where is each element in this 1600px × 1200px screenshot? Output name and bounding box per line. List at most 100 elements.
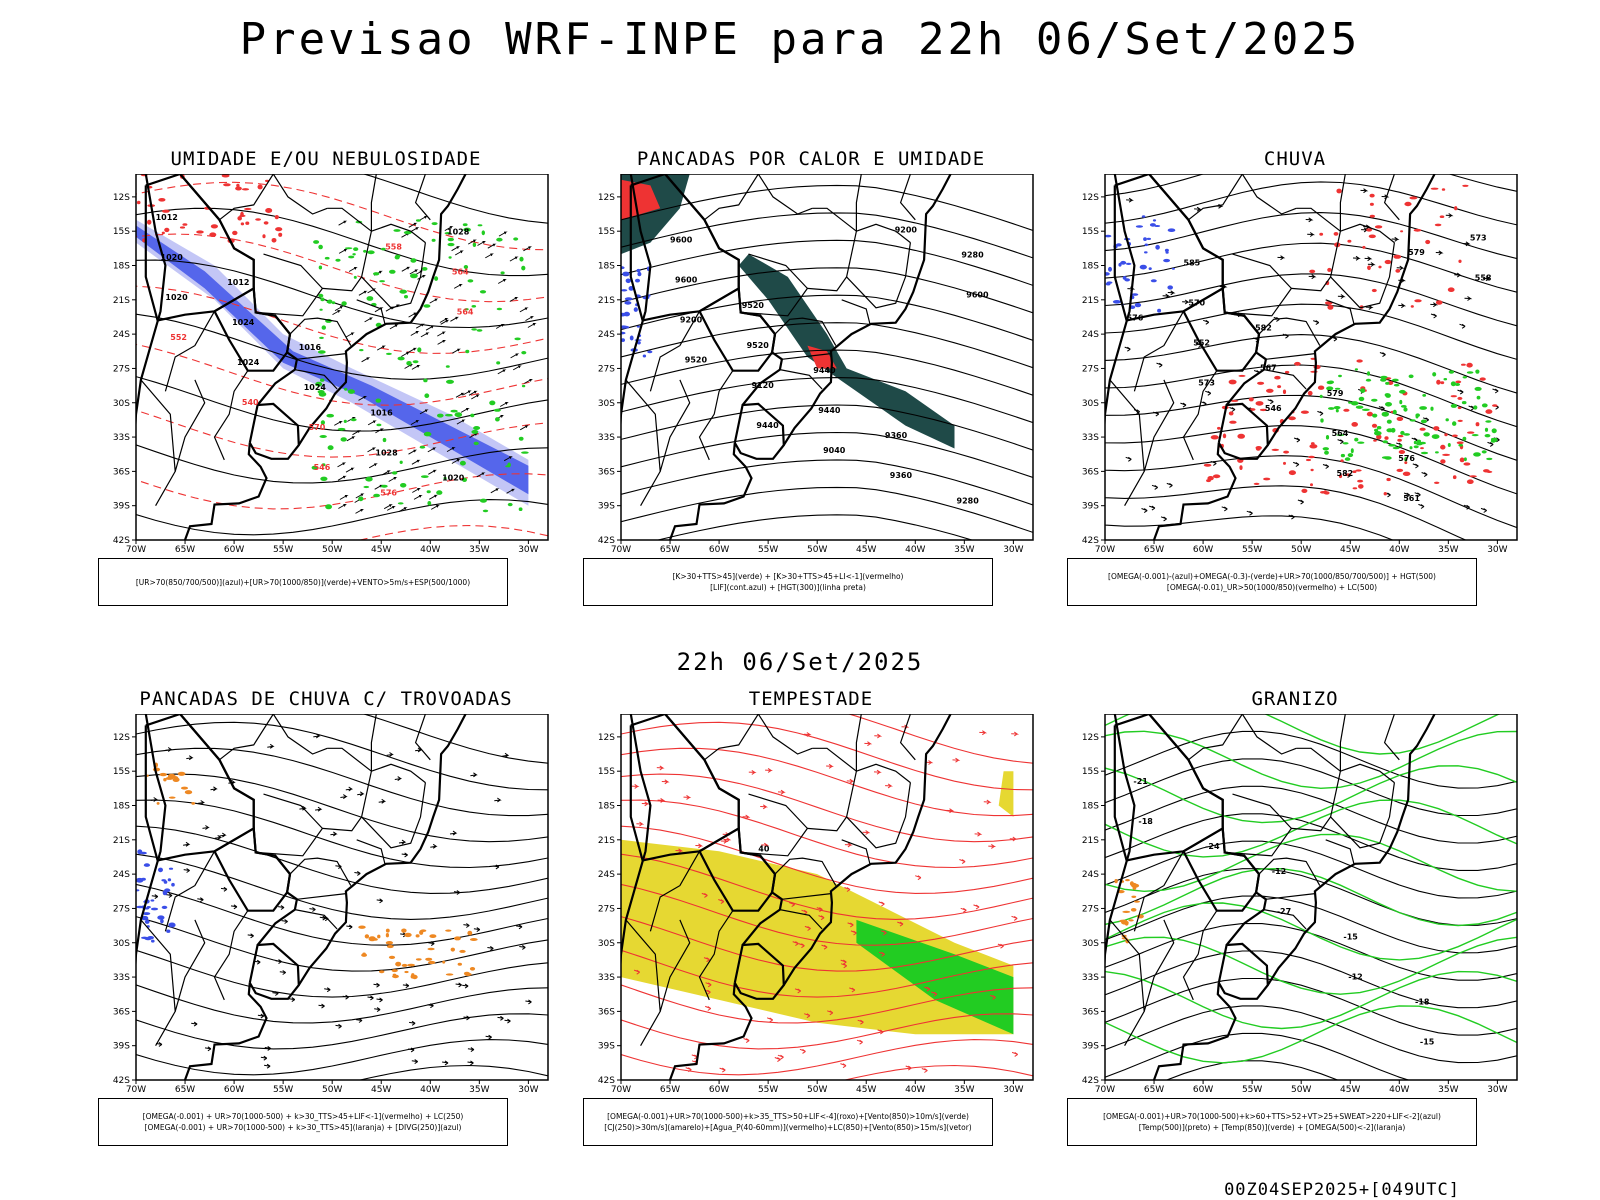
lon-label: 60W [1193, 545, 1213, 555]
streamline-arrow [272, 991, 279, 996]
lat-label: 27S [1082, 904, 1099, 914]
rain-speckle-red [1398, 450, 1406, 454]
lat-label: 33S [113, 433, 130, 443]
humidity-speckle-green [496, 361, 501, 365]
rain-speckle-red [1239, 465, 1243, 470]
state-border [779, 369, 823, 390]
lon-label: 70W [126, 545, 146, 555]
thunder-speckle-orange [358, 925, 366, 929]
contour-line [621, 267, 1033, 314]
rain-speckle-green [1355, 405, 1364, 409]
rain-speckle-blue [1152, 219, 1157, 222]
contour-value-label: 570 [1188, 299, 1205, 308]
country-border [782, 714, 952, 986]
lon-label: 70W [126, 1085, 146, 1095]
rain-speckle-green [1481, 450, 1487, 454]
rain-speckle-green [1408, 374, 1414, 379]
thickness-speckle-red [275, 227, 283, 232]
rain-speckle-red [1450, 395, 1457, 398]
wind-vector [408, 347, 418, 353]
rain-speckle-red [1434, 223, 1442, 227]
map-content: 40 [621, 714, 1033, 1080]
rain-speckle-blue [1163, 258, 1170, 263]
streamline-arrow [318, 1003, 325, 1009]
rain-speckle-red [1333, 232, 1339, 236]
thunder-speckle-orange [463, 971, 470, 975]
lif-speckle-blue [625, 278, 631, 284]
humidity-speckle-green [518, 436, 524, 441]
lon-label: 40W [1389, 545, 1409, 555]
rain-speckle-red [1444, 433, 1448, 437]
humidity-speckle-green [421, 267, 428, 271]
temp850-contour [1105, 714, 1501, 755]
contour-value-label: 564 [452, 268, 469, 277]
streamline-arrow [462, 983, 469, 989]
lat-label: 30S [598, 939, 615, 949]
streamline-arrow [1124, 346, 1131, 352]
streamline-arrow [1293, 437, 1301, 443]
streamline-arrow [701, 892, 708, 898]
contour-value-label: 585 [1184, 259, 1201, 268]
thunder-speckle-orange [159, 772, 167, 777]
rain-speckle-red [1455, 380, 1462, 384]
contour-value-label: -27 [1277, 907, 1291, 916]
streamline-arrow [905, 1065, 912, 1071]
rain-speckle-red [1307, 390, 1313, 396]
streamline-arrow [354, 870, 361, 876]
lon-label: 50W [1291, 545, 1311, 555]
state-border [856, 223, 911, 244]
rain-speckle-red [1439, 215, 1445, 218]
streamline-arrow [840, 963, 847, 969]
lif-speckle-blue [621, 331, 626, 335]
rain-speckle-red [1457, 406, 1462, 410]
lat-label: 27S [598, 904, 615, 914]
rain-speckle-green [1328, 407, 1335, 410]
state-border [371, 223, 426, 244]
streamline-arrow [494, 797, 502, 803]
contour-line [1105, 455, 1517, 529]
rain-speckle-green [1415, 414, 1419, 419]
state-border [1330, 242, 1395, 309]
contour-line [655, 514, 974, 540]
contour-value-label: 1024 [304, 383, 327, 392]
humidity-speckle-green [350, 418, 357, 422]
contour-line [621, 883, 1033, 946]
state-border [659, 919, 691, 1012]
lon-label: 65W [1144, 545, 1164, 555]
lat-label: 15S [598, 767, 615, 777]
streamline-arrow [1229, 407, 1236, 412]
rain-speckle-green [1403, 407, 1408, 412]
streamline-arrow [1360, 188, 1369, 194]
divergence-speckle-blue [166, 929, 171, 933]
rain-speckle-green [1388, 444, 1396, 447]
contour-line [136, 984, 548, 1024]
thunder-speckle-orange [459, 949, 466, 953]
streamline-arrow [1430, 313, 1437, 319]
contour-value-label: 546 [1265, 404, 1282, 413]
divergence-speckle-blue [160, 918, 164, 924]
streamline-arrow [214, 834, 223, 840]
wind-vector [398, 507, 408, 513]
streamline-arrow [704, 989, 711, 995]
humidity-speckle-green [462, 223, 468, 227]
contour-value-label: 9600 [670, 236, 693, 245]
state-border [272, 174, 328, 215]
rain-speckle-red [1294, 361, 1301, 366]
humidity-speckle-green [340, 437, 347, 442]
state-border [140, 379, 176, 506]
humidity-speckle-green [331, 301, 336, 305]
wind-vector [506, 488, 516, 494]
thunder-speckle-orange [392, 973, 397, 976]
state-border [841, 299, 871, 326]
humidity-speckle-green [317, 350, 326, 354]
rain-speckle-red [1282, 389, 1287, 395]
lon-label: 30W [518, 1085, 538, 1095]
map-frame [135, 714, 549, 1081]
streamline-arrow [878, 901, 885, 907]
humidity-speckle-green [326, 413, 334, 418]
streamline-arrow [415, 747, 423, 753]
contour-value-label: -24 [1205, 842, 1220, 851]
lon-label: 30W [1487, 545, 1507, 555]
rain-speckle-green [1385, 402, 1392, 407]
rain-speckle-red [1358, 484, 1364, 489]
